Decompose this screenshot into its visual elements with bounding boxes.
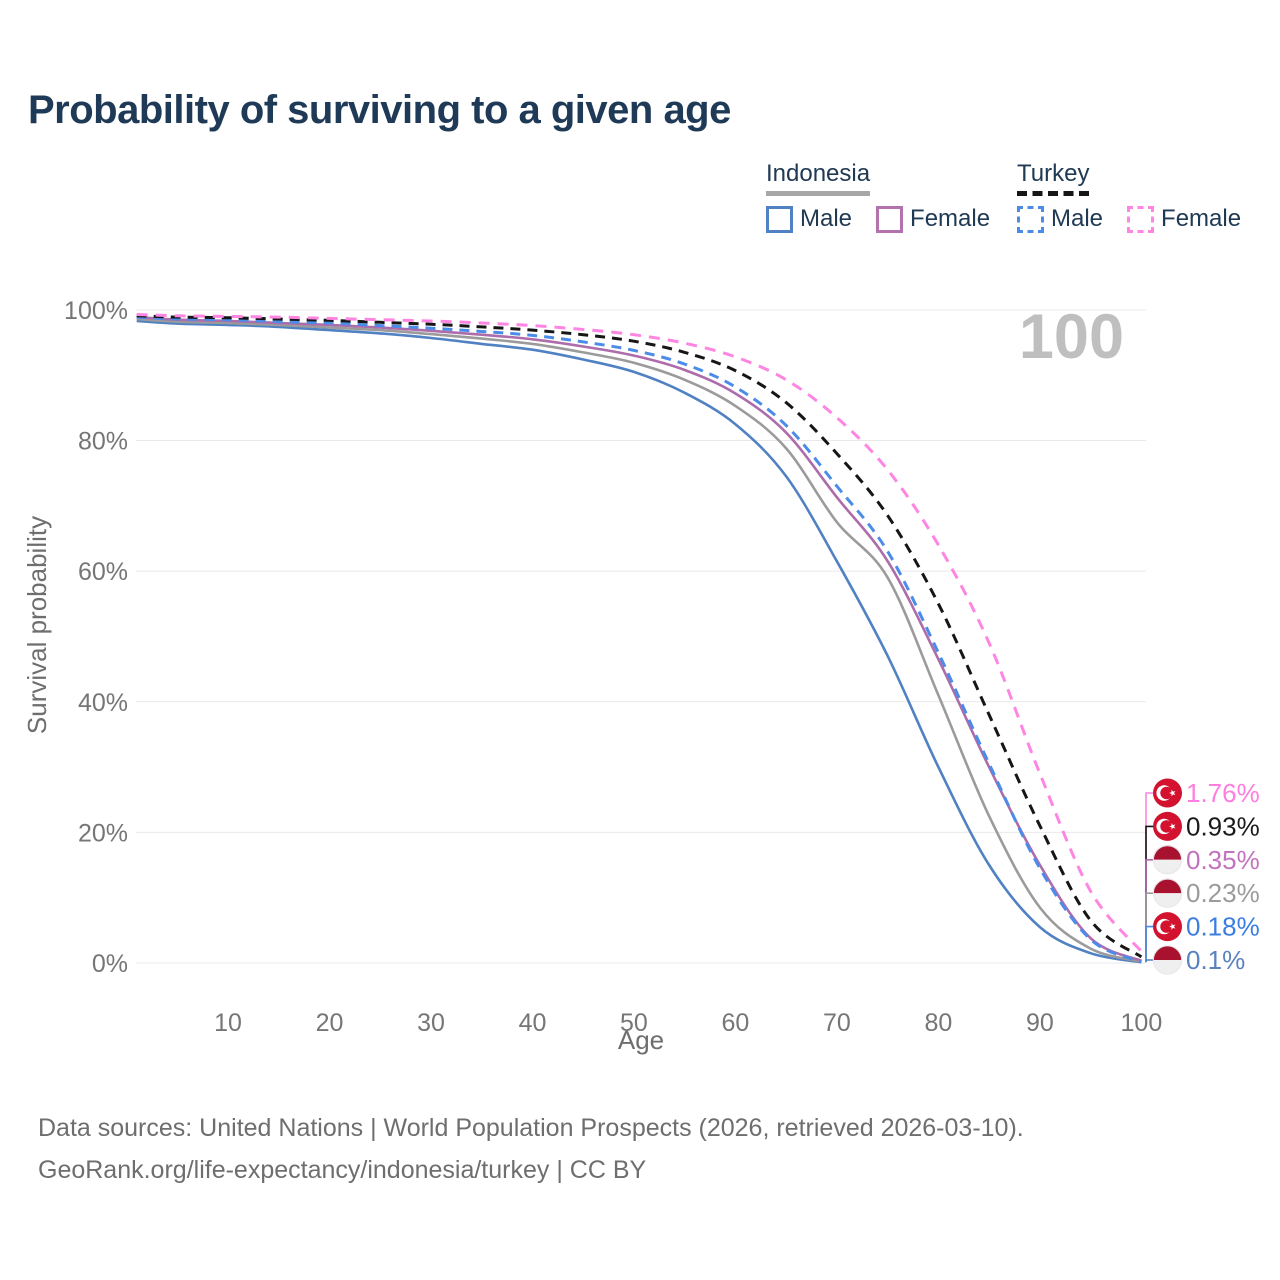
legend-swatch-indonesia-female [876, 205, 904, 233]
x-tick-20: 20 [316, 1009, 344, 1037]
flag-turkey-crescent-inner [1160, 920, 1173, 933]
flag-indonesia-lower [1153, 859, 1182, 875]
x-tick-70: 70 [823, 1009, 851, 1037]
x-tick-100: 100 [1121, 1009, 1163, 1037]
x-tick-60: 60 [721, 1009, 749, 1037]
curve-indonesia-male [136, 319, 1142, 964]
flag-indonesia-icon [1153, 878, 1182, 894]
leader-turkey-female [1145, 792, 1153, 952]
end-label-turkey-male: 0.18% [1186, 912, 1260, 942]
x-tick-10: 10 [214, 1009, 242, 1037]
legend-label-turkey-male: Male [1051, 205, 1104, 232]
flag-indonesia-lower [1153, 893, 1182, 908]
curve-turkey-both [136, 314, 1143, 959]
flag-indonesia-rim [1152, 845, 1183, 875]
legend-label-indonesia-male: Male [800, 205, 853, 232]
leader-turkey-both [1145, 825, 1153, 957]
flag-turkey-star [1169, 923, 1176, 930]
x-tick-30: 30 [417, 1009, 445, 1037]
y-axis-title: Survival probability [22, 516, 52, 734]
flag-indonesia-lower [1153, 960, 1182, 975]
curve-turkey-male [136, 315, 1142, 964]
flag-indonesia-icon [1153, 945, 1182, 960]
curve-indonesia-both [136, 317, 1142, 963]
x-tick-80: 80 [924, 1009, 952, 1037]
flag-turkey-star [1169, 789, 1176, 797]
footer: Data sources: United Nations | World Pop… [38, 1107, 1024, 1191]
flag-turkey-crescent-inner [1160, 820, 1173, 833]
footer-attribution: GeoRank.org/life-expectancy/indonesia/tu… [38, 1156, 647, 1184]
flag-indonesia-rim [1152, 945, 1183, 975]
page-title: Probability of surviving to a given age [28, 88, 731, 132]
curve-indonesia-female [136, 315, 1142, 962]
y-tick-40%: 40% [78, 689, 128, 717]
y-tick-80%: 80% [78, 428, 128, 456]
end-label-indonesia-female: 0.35% [1186, 845, 1260, 875]
legend-label-turkey-female: Female [1161, 205, 1242, 232]
y-tick-60%: 60% [78, 558, 128, 586]
end-label-indonesia-male: 0.1% [1186, 945, 1245, 975]
x-axis-title: Age [618, 1025, 664, 1055]
age-watermark: 100 [1019, 302, 1124, 372]
end-label-indonesia-both: 0.23% [1186, 878, 1260, 908]
y-tick-0%: 0% [92, 950, 128, 978]
flag-indonesia-icon [1153, 845, 1182, 860]
x-tick-40: 40 [519, 1009, 547, 1037]
legend-group-turkey: Turkey Male Female [1017, 160, 1241, 233]
flag-indonesia-rim [1152, 878, 1183, 908]
end-label-turkey-female: 1.76% [1186, 778, 1260, 808]
y-tick-100%: 100% [64, 297, 128, 325]
legend-group-indonesia: Indonesia Male Female [766, 160, 990, 233]
legend-row-turkey: Male Female [1017, 205, 1241, 233]
leader-indonesia-female [1145, 859, 1153, 961]
legend-country-turkey: Turkey [1017, 160, 1090, 196]
x-tick-50: 50 [620, 1009, 648, 1037]
legend-swatch-turkey-male [1017, 205, 1044, 233]
legend-label-indonesia-female: Female [910, 205, 991, 232]
legend-country-indonesia: Indonesia [766, 160, 871, 196]
footer-data-sources: Data sources: United Nations | World Pop… [38, 1114, 1024, 1142]
curve-turkey-female [136, 313, 1143, 953]
flag-turkey-star [1169, 823, 1176, 830]
legend-swatch-turkey-female [1127, 205, 1155, 233]
x-tick-90: 90 [1026, 1009, 1054, 1037]
leader-turkey-male [1145, 925, 1153, 962]
end-label-turkey-both: 0.93% [1186, 811, 1260, 841]
flag-turkey-crescent-inner [1160, 786, 1173, 800]
y-tick-20%: 20% [78, 819, 128, 847]
legend-swatch-indonesia-male [766, 205, 793, 233]
legend-row-indonesia: Male Female [766, 205, 990, 233]
leader-indonesia-male [1145, 959, 1153, 963]
